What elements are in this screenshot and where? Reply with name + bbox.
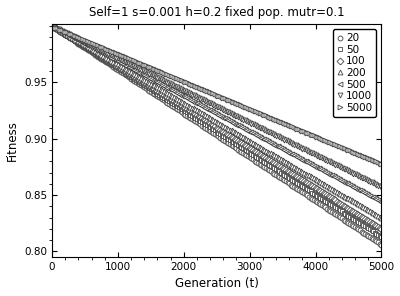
50 — [188, 113, 193, 116]
500 — [79, 40, 84, 44]
500 — [228, 119, 232, 123]
500 — [170, 89, 175, 92]
Line: 1000: 1000 — [50, 24, 384, 190]
5000 — [188, 82, 193, 86]
Line: 100: 100 — [50, 24, 384, 231]
100 — [50, 24, 54, 28]
200 — [50, 24, 54, 28]
5000 — [50, 24, 54, 28]
100 — [228, 134, 232, 137]
100 — [188, 110, 193, 113]
5000 — [51, 25, 56, 29]
20 — [79, 44, 84, 48]
500 — [188, 98, 193, 102]
50 — [50, 24, 54, 28]
20 — [228, 142, 232, 146]
Line: 50: 50 — [50, 24, 384, 239]
100 — [79, 43, 84, 46]
200 — [170, 94, 175, 98]
50 — [79, 43, 84, 47]
100 — [351, 210, 356, 213]
1000 — [188, 92, 193, 96]
Line: 5000: 5000 — [50, 24, 384, 166]
1000 — [170, 83, 175, 87]
20 — [51, 25, 56, 29]
200 — [351, 200, 356, 203]
1000 — [79, 39, 84, 42]
5000 — [379, 162, 384, 165]
100 — [170, 98, 175, 102]
500 — [50, 24, 54, 28]
50 — [379, 235, 384, 239]
Line: 500: 500 — [50, 24, 384, 204]
5000 — [170, 75, 175, 78]
Line: 200: 200 — [50, 24, 384, 220]
20 — [170, 104, 175, 108]
50 — [351, 217, 356, 221]
50 — [51, 25, 56, 29]
1000 — [379, 185, 384, 189]
50 — [228, 138, 232, 142]
500 — [351, 185, 356, 189]
500 — [379, 200, 384, 204]
200 — [79, 42, 84, 45]
20 — [50, 24, 54, 28]
100 — [379, 227, 384, 231]
Title: Self=1 s=0.001 h=0.2 fixed pop. mutr=0.1: Self=1 s=0.001 h=0.2 fixed pop. mutr=0.1 — [89, 6, 344, 19]
20 — [351, 224, 356, 228]
200 — [379, 216, 384, 219]
Legend: 20, 50, 100, 200, 500, 1000, 5000: 20, 50, 100, 200, 500, 1000, 5000 — [333, 29, 376, 117]
Y-axis label: Fitness: Fitness — [6, 120, 18, 161]
5000 — [351, 150, 356, 154]
5000 — [228, 99, 232, 102]
20 — [379, 243, 384, 246]
200 — [51, 25, 56, 29]
200 — [228, 128, 232, 131]
X-axis label: Generation (t): Generation (t) — [175, 277, 259, 290]
1000 — [228, 111, 232, 115]
50 — [170, 101, 175, 105]
5000 — [79, 37, 84, 40]
Line: 20: 20 — [50, 24, 384, 247]
500 — [51, 25, 56, 29]
100 — [51, 25, 56, 29]
1000 — [50, 24, 54, 28]
1000 — [351, 172, 356, 175]
1000 — [51, 25, 56, 29]
200 — [188, 105, 193, 108]
20 — [188, 116, 193, 120]
